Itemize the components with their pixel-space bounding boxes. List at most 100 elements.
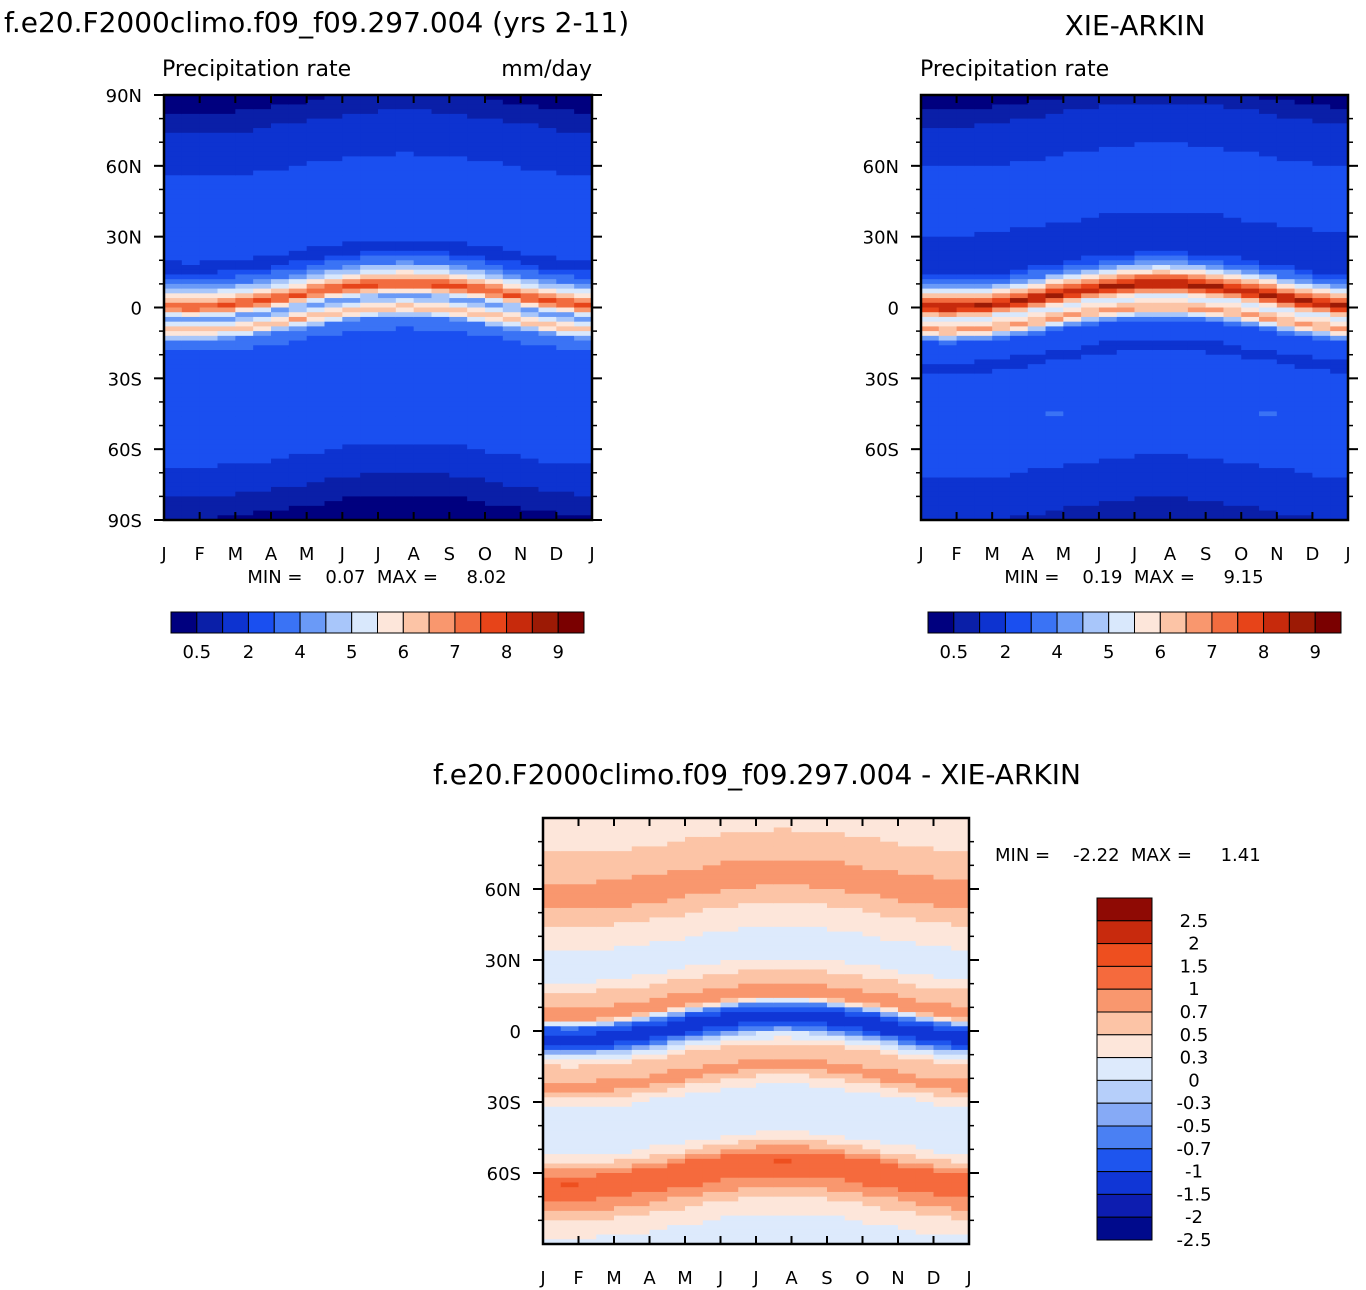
x-tick-label: M [1056,544,1072,565]
heatmap-cell [578,822,597,829]
heatmap-cell [556,298,575,304]
heatmap-cell [992,387,1011,394]
heatmap-cell [1063,326,1082,332]
heatmap-cell [485,137,504,143]
heatmap-cell [1241,444,1260,450]
heatmap-cell [467,439,486,446]
heatmap-cell [1276,236,1296,242]
heatmap-cell [1223,359,1242,365]
heatmap-cell [614,818,633,824]
heatmap-cell [1259,373,1278,379]
heatmap-cell [1330,222,1349,228]
heatmap-cell [992,137,1011,143]
heatmap-cell [235,217,254,224]
heatmap-cell [1276,208,1296,214]
heatmap-cell [467,463,486,469]
heatmap-cell [1276,293,1296,299]
heatmap-cell [342,213,361,219]
heatmap-cell [1170,298,1189,304]
heatmap-cell [164,175,183,181]
heatmap-cell [271,501,290,507]
heatmap-cell [342,411,361,417]
heatmap-cell [1098,99,1118,106]
heatmap-cell [485,156,504,162]
heatmap-cell [1241,472,1260,479]
heatmap-cell [199,368,219,375]
heatmap-cell [1098,331,1118,337]
heatmap-cell [1027,198,1047,205]
heatmap-cell [1116,146,1136,153]
heatmap-cell [1170,510,1189,516]
heatmap-cell [502,146,522,153]
heatmap-cell [574,505,593,512]
heatmap-cell [1063,321,1082,327]
heatmap-cell [578,1111,597,1117]
heatmap-cell [378,246,397,252]
heatmap-cell [378,283,397,290]
heatmap-cell [1027,189,1047,195]
heatmap-cell [543,1149,562,1155]
heatmap-cell [485,132,504,139]
colorbar-swatch [428,611,456,634]
heatmap-cell [502,255,522,261]
heatmap-cell [1312,99,1331,106]
heatmap-cell [956,222,975,228]
heatmap-cell [1045,359,1064,365]
heatmap-cell [431,302,450,309]
heatmap-cell [485,430,504,436]
heatmap-cell [217,515,236,521]
y-tick-label: 90N [106,86,142,107]
heatmap-cell [1312,236,1331,242]
heatmap-cell [1009,368,1029,375]
heatmap-cell [288,392,308,398]
heatmap-cell [431,364,450,370]
heatmap-cell [199,213,219,219]
heatmap-cell [574,416,593,422]
heatmap-cell [1009,123,1029,129]
heatmap-cell [538,420,557,427]
heatmap-cell [1063,137,1082,143]
heatmap-cell [253,175,272,181]
heatmap-cell [378,156,397,162]
heatmap-cell [288,373,308,379]
heatmap-cell [574,99,593,106]
heatmap-cell [164,312,183,318]
heatmap-cell [1276,302,1296,309]
heatmap-cell [324,184,343,191]
heatmap-cell [1134,95,1153,101]
heatmap-cell [1116,368,1136,375]
heatmap-cell [324,406,343,412]
heatmap-cell [1205,156,1225,162]
heatmap-cell [560,1187,580,1193]
heatmap-cell [1187,302,1207,309]
heatmap-cell [1081,231,1100,238]
heatmap-cell [1045,222,1064,228]
heatmap-cell [1276,373,1296,379]
heatmap-cell [502,213,522,219]
heatmap-cell [235,453,254,460]
heatmap-cell [164,151,183,157]
heatmap-cell [560,865,580,871]
heatmap-cell [556,430,575,436]
heatmap-cell [1187,255,1207,261]
heatmap-cell [431,468,450,474]
heatmap-cell [921,213,940,219]
heatmap-cell [938,505,958,512]
heatmap-cell [1009,425,1029,431]
heatmap-cell [1098,222,1118,228]
heatmap-cell [1276,265,1296,271]
heatmap-cell [199,170,219,176]
heatmap-cell [520,331,540,337]
heatmap-cell [449,175,468,181]
heatmap-cell [164,132,183,139]
heatmap-cell [449,449,468,455]
heatmap-cell [1276,250,1296,257]
heatmap-cell [974,477,993,483]
heatmap-cell [467,260,486,266]
heatmap-cell [1009,217,1029,224]
heatmap-cell [1187,345,1207,351]
heatmap-cell [1009,137,1029,143]
heatmap-cell [467,265,486,271]
heatmap-cell [431,472,450,479]
heatmap-cell [360,302,379,309]
